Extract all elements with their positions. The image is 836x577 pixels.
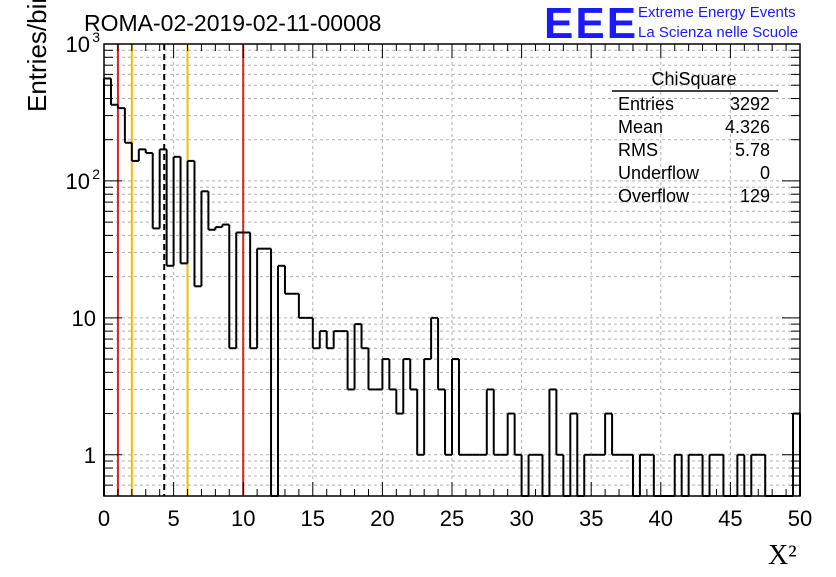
y-tick-exponent: 3 (92, 29, 100, 45)
stats-label: Underflow (618, 163, 700, 183)
stats-label: Overflow (618, 186, 690, 206)
x-tick-label: 50 (788, 506, 812, 531)
x-tick-label: 10 (231, 506, 255, 531)
histogram-bins (103, 77, 801, 497)
x-tick-label: 25 (440, 506, 464, 531)
x-tick-label: 5 (167, 506, 179, 531)
stats-value: 4.326 (725, 117, 770, 137)
stats-box: ChiSquare Entries 3292 Mean 4.326 RMS 5.78 Unde… (612, 69, 778, 206)
y-tick-label: 10 (66, 169, 90, 194)
logo-line-1: Extreme Energy Events (638, 4, 796, 21)
x-tick-label: 15 (301, 506, 325, 531)
stats-value: 3292 (730, 94, 770, 114)
y-tick-exponent: 2 (92, 166, 100, 182)
y-axis-label: Entries/bin (22, 0, 52, 112)
eee-logo: EEE Extreme Energy Events La Scienza nel… (544, 2, 836, 46)
stats-label: RMS (618, 140, 658, 160)
x-tick-label: 30 (509, 506, 533, 531)
x-axis-ticks: 0 5 10 15 20 25 30 35 40 45 50 (98, 44, 812, 531)
logo-line-2: La Scienza nelle Scuole (638, 24, 799, 41)
stats-label: Entries (618, 94, 674, 114)
grid-lines (104, 44, 800, 496)
y-tick-label: 10 (66, 32, 90, 57)
stats-value: 129 (740, 186, 770, 206)
stats-title: ChiSquare (651, 69, 736, 89)
x-tick-label: 40 (649, 506, 673, 531)
y-tick-label: 1 (84, 443, 96, 468)
logo-mark: EEE (544, 0, 639, 48)
x-tick-label: 20 (370, 506, 394, 531)
chart-title: ROMA-02-2019-02-11-00008 (84, 10, 382, 36)
x-tick-label: 45 (718, 506, 742, 531)
stats-label: Mean (618, 117, 663, 137)
y-tick-label: 10 (72, 306, 96, 331)
stats-value: 5.78 (735, 140, 770, 160)
x-tick-label: 0 (98, 506, 110, 531)
x-tick-label: 35 (579, 506, 603, 531)
stats-value: 0 (760, 163, 770, 183)
x-axis-label: X² (768, 540, 797, 571)
